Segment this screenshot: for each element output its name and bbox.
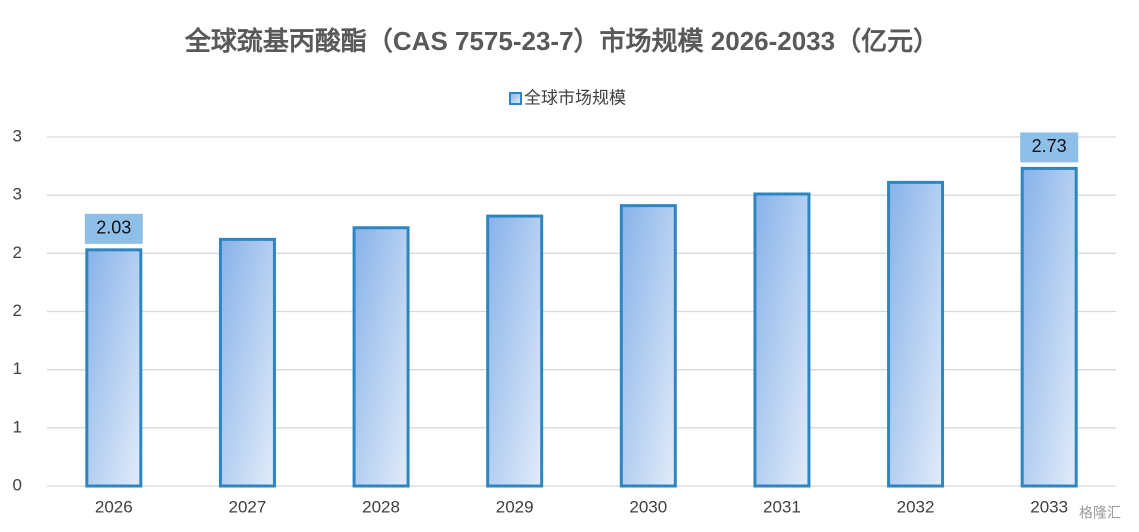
x-tick-label: 2026 [95,497,133,516]
bar [619,204,677,488]
value-label: 2.03 [96,218,131,238]
bar [1020,166,1078,488]
watermark: 格隆汇 [1079,505,1121,521]
x-tick-label: 2032 [897,497,935,516]
y-tick-label: 3 [13,185,22,204]
y-tick-label: 1 [13,359,22,378]
y-tick-label: 1 [13,417,22,436]
bar [218,237,276,488]
x-tick-label: 2029 [496,497,534,516]
x-tick-label: 2027 [229,497,267,516]
bar [352,226,410,488]
y-tick-label: 0 [13,475,22,494]
x-tick-label: 2031 [763,497,801,516]
x-tick-label: 2028 [362,497,400,516]
bar [887,180,945,488]
value-label-box [84,213,143,244]
x-tick-label: 2033 [1030,497,1068,516]
bar [486,214,544,488]
y-tick-label: 2 [13,301,22,320]
legend-swatch [509,92,522,105]
value-label-box [1020,132,1079,163]
y-tick-label: 2 [13,243,22,262]
bar [753,192,811,488]
legend-label: 全球市场规模 [524,88,626,107]
y-tick-label: 3 [13,126,22,145]
chart-title: 全球巯基丙酸酯（CAS 7575-23-7）市场规模 2026-2033（亿元） [184,26,939,56]
x-tick-label: 2030 [629,497,667,516]
value-label: 2.73 [1032,136,1067,156]
bar [85,248,143,488]
